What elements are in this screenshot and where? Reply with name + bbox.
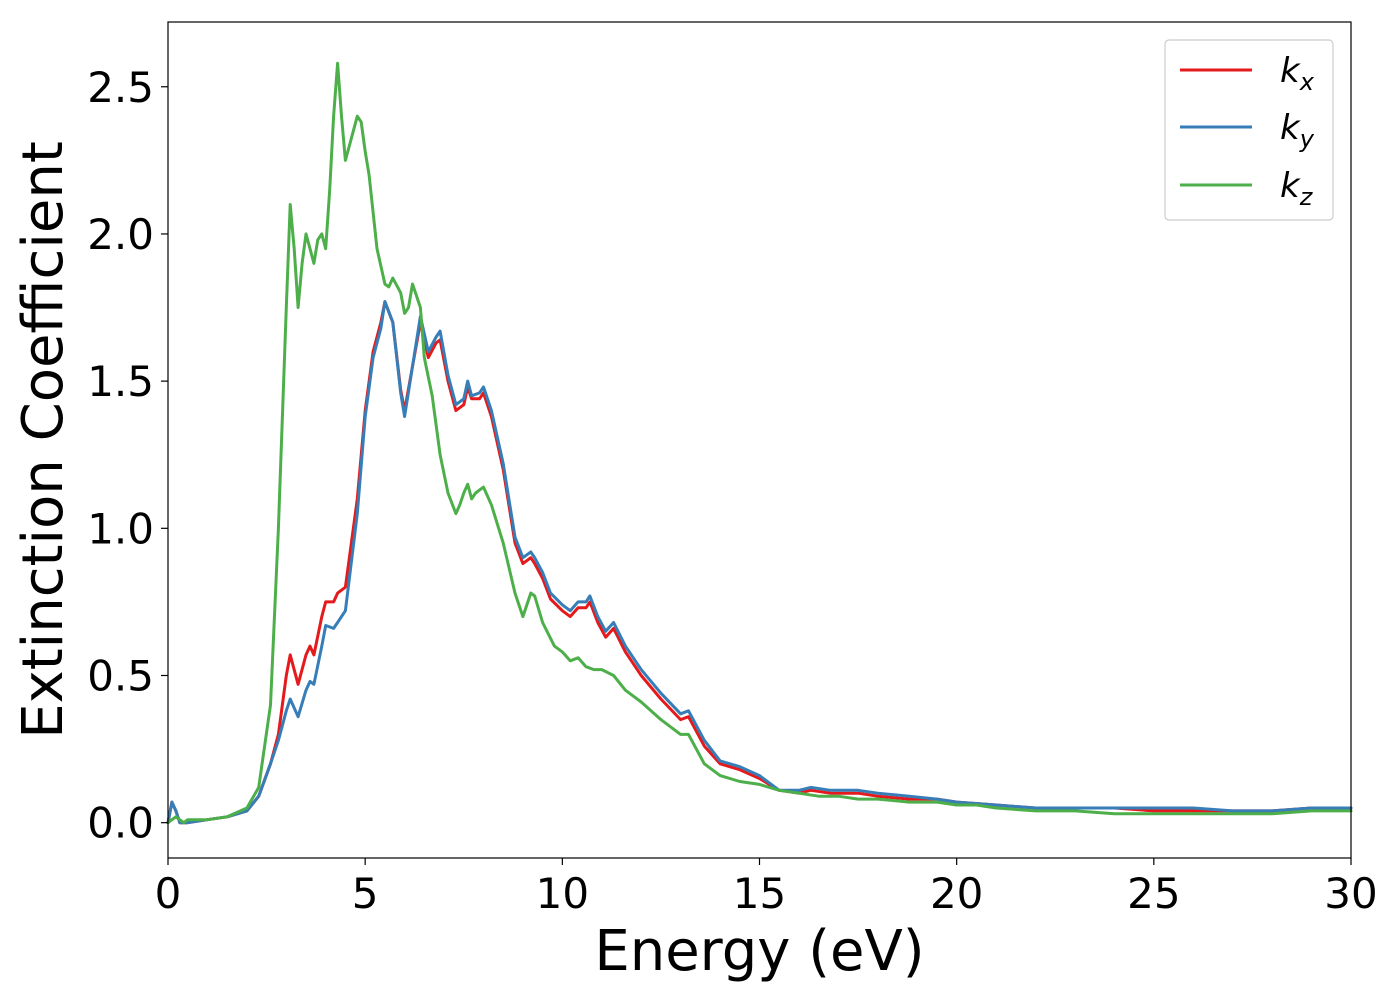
- series-line-kz: [166, 61, 1353, 825]
- plot-background: [168, 22, 1351, 858]
- legend-label-kx: kx: [1280, 51, 1315, 96]
- legend-label-ky: ky: [1280, 108, 1315, 153]
- y-tick-label: 2.5: [87, 63, 154, 112]
- x-tick-label: 25: [1127, 869, 1180, 918]
- y-tick-label: 1.0: [87, 504, 154, 553]
- x-tick-label: 5: [352, 869, 379, 918]
- y-tick-label: 0.5: [87, 651, 154, 700]
- x-tick-label: 10: [536, 869, 589, 918]
- x-axis-ticks: 0 5 10 15 20 25 30: [155, 858, 1378, 918]
- x-tick-label: 15: [733, 869, 786, 918]
- legend: kx ky kz: [1164, 39, 1334, 221]
- x-tick-label: 30: [1324, 869, 1377, 918]
- y-tick-label: 2.0: [87, 210, 154, 259]
- x-axis-label: Energy (eV): [594, 919, 924, 984]
- y-tick-label: 0.0: [87, 799, 154, 848]
- series-layer: [166, 61, 1353, 825]
- x-tick-label: 20: [930, 869, 983, 918]
- y-axis-ticks: 0.0 0.5 1.0 1.5 2.0 2.5: [87, 63, 168, 848]
- y-axis-label: Extinction Coefficient: [11, 141, 76, 739]
- legend-label-kz: kz: [1280, 166, 1314, 211]
- series-line-ky: [166, 300, 1353, 825]
- y-tick-label: 1.5: [87, 357, 154, 406]
- x-tick-label: 0: [155, 869, 182, 918]
- legend-box: [1164, 39, 1334, 221]
